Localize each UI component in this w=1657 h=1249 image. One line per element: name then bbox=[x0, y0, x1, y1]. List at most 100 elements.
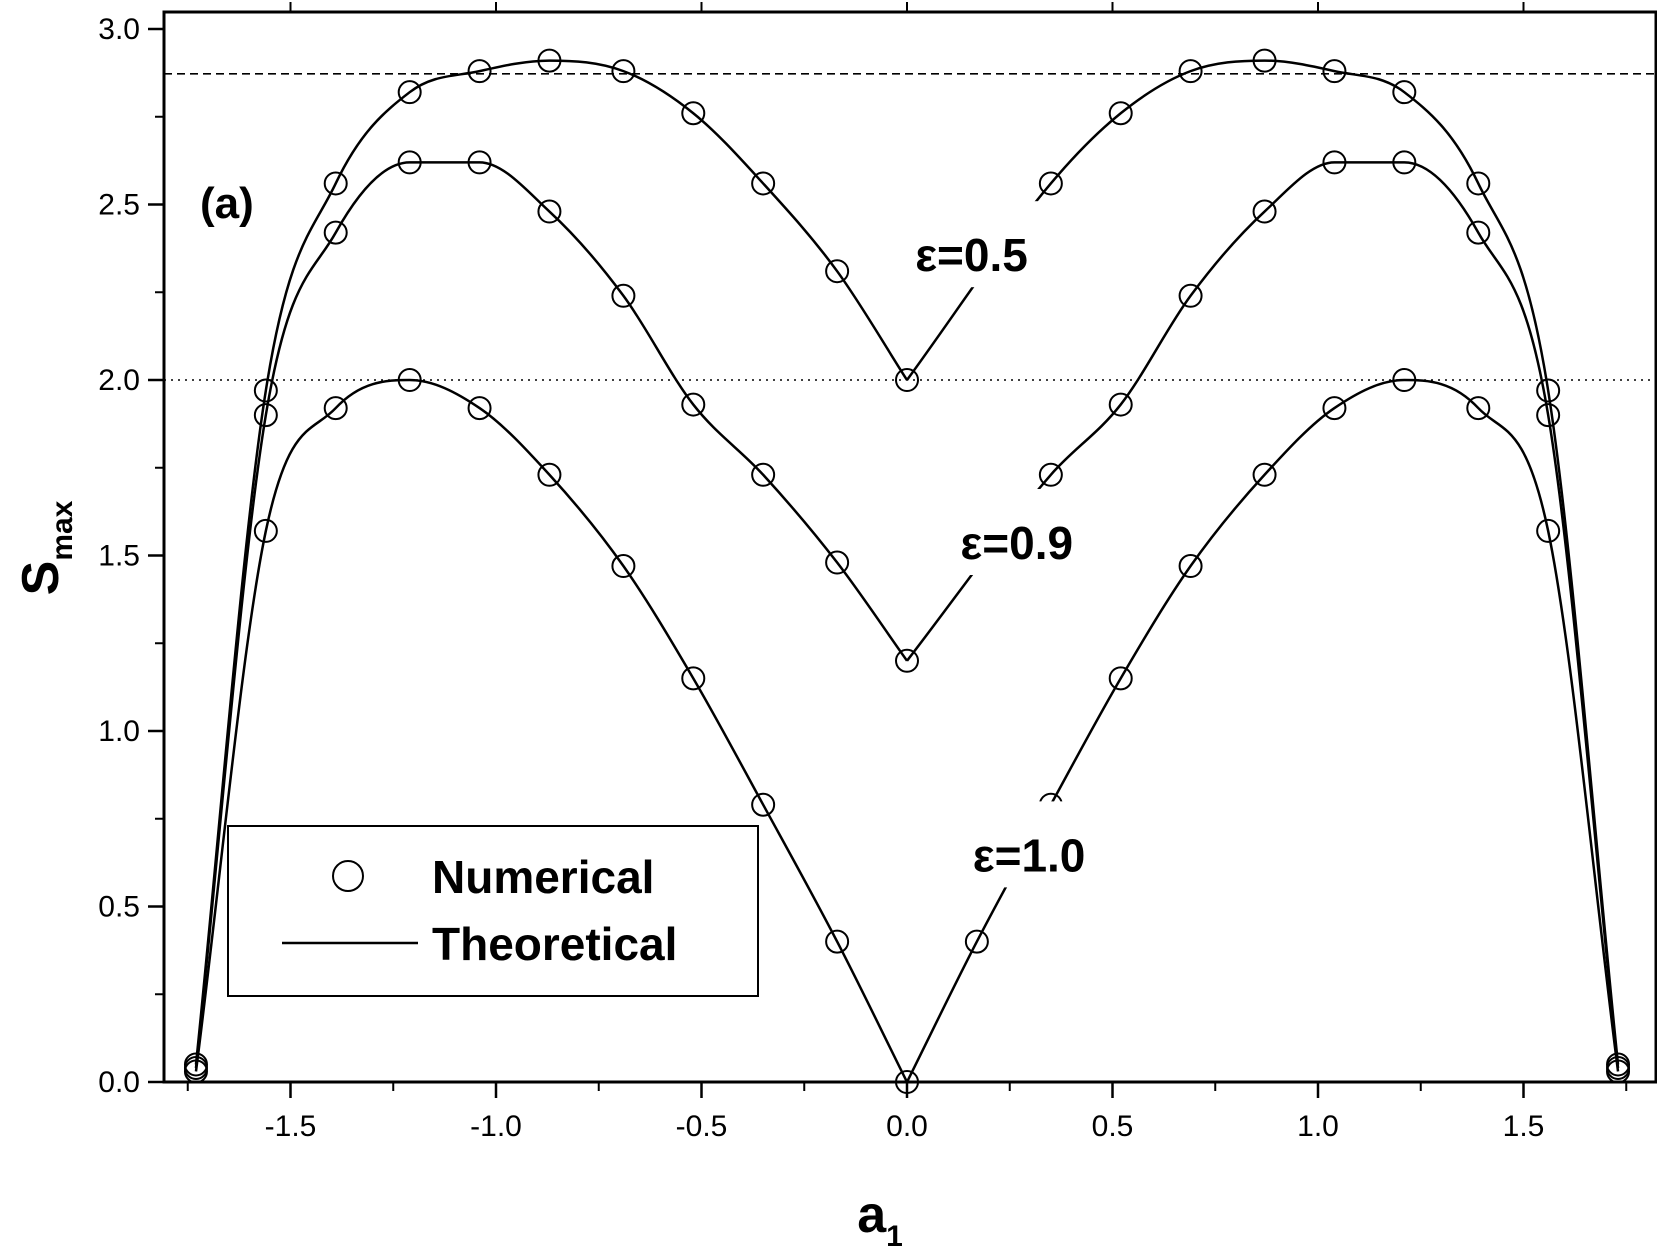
numerical-point-eps-1 bbox=[253, 518, 278, 543]
legend-theoretical-label: Theoretical bbox=[432, 918, 677, 970]
numerical-point-eps-0-9 bbox=[1108, 392, 1133, 417]
x-tick-label: -0.5 bbox=[676, 1110, 728, 1143]
numerical-point-eps-0-5 bbox=[1178, 59, 1203, 84]
numerical-point-eps-0-9 bbox=[1038, 462, 1063, 487]
y-tick-label: 1.5 bbox=[98, 540, 140, 573]
plot-frame bbox=[162, 10, 1657, 1084]
annotation-mask bbox=[952, 489, 1101, 576]
numerical-point-eps-0-5 bbox=[397, 80, 422, 105]
panel-label: (a) bbox=[200, 179, 254, 228]
numerical-point-eps-0-9 bbox=[253, 403, 278, 428]
theoretical-curve-eps-0-5-right bbox=[905, 59, 1620, 1065]
numerical-point-eps-0-9 bbox=[467, 150, 492, 175]
annotation-label: ε=1.0 bbox=[973, 829, 1086, 881]
x-tick-label: -1.0 bbox=[470, 1110, 522, 1143]
theoretical-curve-eps-0-5-left bbox=[194, 59, 909, 1065]
numerical-markers bbox=[183, 48, 1631, 1094]
numerical-point-eps-0-5 bbox=[751, 171, 776, 196]
numerical-point-eps-0-9 bbox=[1178, 283, 1203, 308]
y-tick-label: 0.0 bbox=[98, 1066, 140, 1099]
numerical-point-eps-1 bbox=[751, 792, 776, 817]
y-tick-label: 0.5 bbox=[98, 891, 140, 924]
numerical-point-eps-0-5 bbox=[681, 101, 706, 126]
numerical-point-eps-1 bbox=[681, 666, 706, 691]
y-tick-label: 1.0 bbox=[98, 715, 140, 748]
numerical-point-eps-0-5 bbox=[1392, 80, 1417, 105]
y-axis-title-sub: max bbox=[46, 500, 79, 560]
theoretical-curve-eps-1-left bbox=[194, 378, 909, 1082]
numerical-point-eps-1 bbox=[1606, 1059, 1631, 1084]
y-tick-label: 3.0 bbox=[98, 13, 140, 46]
x-tick-label: 1.5 bbox=[1503, 1110, 1545, 1143]
annotation-label: ε=0.9 bbox=[960, 517, 1073, 569]
numerical-point-eps-1 bbox=[1536, 518, 1561, 543]
top-axis-ticks bbox=[289, 2, 1525, 12]
numerical-point-eps-0-5 bbox=[253, 378, 278, 403]
y-tick-label: 2.0 bbox=[98, 364, 140, 397]
numerical-point-eps-1 bbox=[183, 1059, 208, 1084]
numerical-point-eps-0-9 bbox=[397, 150, 422, 175]
numerical-point-eps-0-9 bbox=[751, 462, 776, 487]
numerical-point-eps-1 bbox=[825, 929, 850, 954]
y-axis: 0.0 0.5 1.0 1.5 2.0 2.5 3.0 bbox=[98, 13, 164, 1099]
numerical-point-eps-1 bbox=[1108, 666, 1133, 691]
reference-lines bbox=[164, 73, 1656, 381]
legend-box bbox=[227, 825, 759, 997]
numerical-point-eps-0-9 bbox=[1466, 220, 1491, 245]
legend-numerical-marker bbox=[332, 860, 364, 892]
numerical-point-eps-0-5 bbox=[895, 368, 919, 392]
numerical-point-eps-0-5 bbox=[825, 259, 850, 284]
numerical-point-eps-0-5 bbox=[1038, 171, 1063, 196]
x-axis: -1.5 -1.0 -0.5 0.0 0.5 1.0 1.5 bbox=[186, 1082, 1628, 1143]
numerical-point-eps-0-5 bbox=[1322, 59, 1347, 84]
numerical-point-eps-0-5 bbox=[1108, 101, 1133, 126]
annotation-mask bbox=[907, 201, 1056, 288]
y-tick-label: 2.5 bbox=[98, 189, 140, 222]
x-axis-title-main: a bbox=[857, 1186, 887, 1244]
numerical-point-eps-0-9 bbox=[323, 220, 348, 245]
legend-numerical-label: Numerical bbox=[432, 851, 654, 903]
numerical-point-eps-1 bbox=[1178, 554, 1203, 579]
y-axis-title-main: S bbox=[12, 561, 70, 596]
annotation-label: ε=0.5 bbox=[915, 229, 1028, 281]
y-axis-title: Smax bbox=[12, 500, 79, 595]
x-tick-label: 0.5 bbox=[1092, 1110, 1134, 1143]
numerical-point-eps-1 bbox=[1466, 396, 1491, 421]
numerical-point-eps-0-5 bbox=[1466, 171, 1491, 196]
numerical-point-eps-0-5 bbox=[467, 59, 492, 84]
annotations: ε=0.5 ε=0.9 ε=1.0 bbox=[907, 201, 1113, 888]
numerical-point-eps-1 bbox=[467, 396, 492, 421]
numerical-point-eps-0-9 bbox=[1252, 199, 1277, 224]
numerical-point-eps-0-9 bbox=[537, 199, 562, 224]
numerical-point-eps-1 bbox=[397, 368, 422, 392]
theoretical-curve-eps-0-9-left bbox=[194, 161, 909, 1069]
numerical-point-eps-0-9 bbox=[1322, 150, 1347, 175]
numerical-point-eps-0-9 bbox=[611, 283, 636, 308]
x-axis-title: a1 bbox=[857, 1186, 903, 1249]
legend: Numerical Theoretical bbox=[227, 825, 759, 997]
numerical-point-eps-1 bbox=[537, 462, 562, 487]
numerical-point-eps-1 bbox=[611, 554, 636, 579]
annotation-mask bbox=[964, 801, 1113, 888]
numerical-point-eps-0-9 bbox=[825, 550, 850, 575]
numerical-point-eps-1 bbox=[323, 396, 348, 421]
numerical-point-eps-1 bbox=[1322, 396, 1347, 421]
x-tick-label: -1.5 bbox=[265, 1110, 317, 1143]
numerical-point-eps-0-5 bbox=[1252, 48, 1277, 73]
numerical-point-eps-0-9 bbox=[1392, 150, 1417, 175]
numerical-point-eps-0-5 bbox=[537, 48, 562, 73]
numerical-point-eps-1 bbox=[1252, 462, 1277, 487]
numerical-point-eps-0-9 bbox=[1536, 403, 1561, 428]
numerical-point-eps-1 bbox=[964, 929, 989, 954]
numerical-point-eps-0-5 bbox=[1536, 378, 1561, 403]
numerical-point-eps-1 bbox=[1392, 368, 1417, 392]
numerical-point-eps-0-5 bbox=[611, 59, 636, 84]
theoretical-curves bbox=[194, 59, 1620, 1082]
numerical-point-eps-0-5 bbox=[323, 171, 348, 196]
numerical-point-eps-0-9 bbox=[895, 648, 919, 673]
x-tick-label: 1.0 bbox=[1297, 1110, 1339, 1143]
theoretical-curve-eps-0-9-right bbox=[906, 161, 1620, 1069]
x-axis-title-sub: 1 bbox=[886, 1220, 903, 1249]
x-tick-label: 0.0 bbox=[886, 1110, 928, 1143]
